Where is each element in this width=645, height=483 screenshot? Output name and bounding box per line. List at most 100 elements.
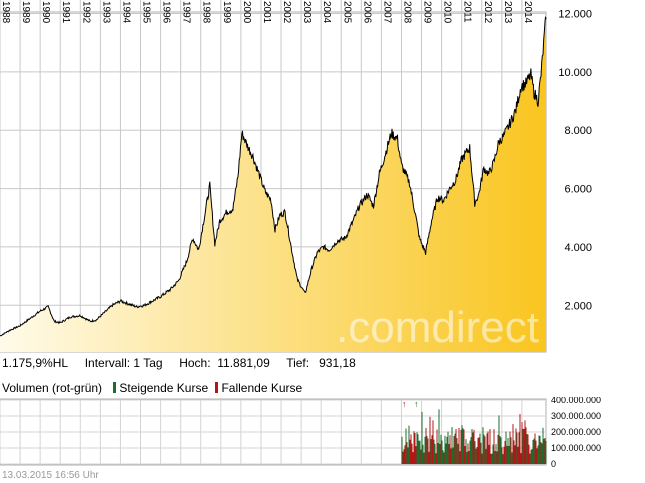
x-tick-label: 1990	[40, 1, 51, 24]
price-area	[0, 16, 546, 352]
volume-bar	[511, 452, 513, 464]
volume-bar	[411, 443, 413, 464]
volume-bar	[523, 428, 525, 464]
volume-bar	[404, 445, 406, 464]
volume-bar	[479, 433, 481, 464]
volume-bar	[434, 443, 436, 464]
volume-bar	[413, 431, 415, 464]
volume-bar	[500, 437, 502, 464]
volume-bar	[490, 453, 492, 464]
volume-bar	[527, 434, 529, 464]
volume-bar	[530, 449, 532, 464]
volume-bar	[522, 428, 524, 464]
rising-marker: ↑	[402, 399, 407, 409]
volume-bar	[401, 436, 403, 464]
high-value: 11.881,09	[217, 356, 270, 370]
volume-bar	[540, 442, 542, 464]
x-tick-label: 1996	[161, 1, 172, 24]
x-tick-label: 2014	[522, 1, 533, 24]
volume-bar	[430, 439, 432, 464]
volume-bar	[425, 428, 427, 464]
volume-bar	[508, 446, 510, 464]
volume-bar	[451, 427, 453, 464]
y-tick-label: 6.000	[564, 184, 592, 196]
volume-bar	[460, 429, 462, 464]
volume-bar	[537, 445, 539, 464]
volume-bar	[541, 443, 543, 464]
volume-bar	[412, 452, 414, 464]
volume-bar	[448, 444, 450, 464]
volume-bar	[415, 446, 417, 464]
volume-bar	[439, 444, 441, 464]
volume-bar	[521, 422, 523, 464]
volume-bar	[533, 438, 535, 464]
volume-bar	[493, 429, 495, 464]
rising-label: Steigende Kurse	[119, 381, 209, 395]
volume-bar	[410, 434, 412, 464]
volume-bar	[428, 451, 430, 464]
x-tick-label: 2005	[341, 1, 352, 24]
volume-bar	[445, 443, 447, 464]
volume-bar	[515, 428, 517, 464]
volume-bar	[405, 428, 407, 464]
timestamp: 13.03.2015 16:56 Uhr	[2, 470, 99, 481]
volume-bar	[471, 429, 473, 464]
volume-bar	[528, 444, 530, 464]
volume-bar	[414, 433, 416, 464]
volume-bar	[509, 431, 511, 464]
volume-bar	[403, 449, 405, 464]
volume-bar	[503, 446, 505, 464]
volume-bar	[418, 440, 420, 464]
x-tick-label: 1993	[100, 1, 111, 24]
volume-bar	[432, 420, 434, 464]
volume-bar	[489, 429, 491, 464]
volume-bar	[417, 434, 419, 464]
volume-bar	[538, 435, 540, 464]
x-tick-label: 1997	[181, 1, 192, 24]
price-chart: .comdirect 1988 1989 1990 1991 1992 1993 1994 1…	[0, 0, 592, 353]
volume-bar	[481, 453, 483, 464]
y-tick-label: 2.000	[564, 300, 592, 312]
volume-bar	[504, 440, 506, 464]
volume-bar	[416, 432, 418, 464]
volume-y-tick-labels: 400.000.000 300.000.000 200.000.000 100.000…	[551, 397, 601, 469]
x-tick-label: 2000	[241, 1, 252, 24]
volume-bar	[542, 427, 544, 464]
falling-label: Fallende Kurse	[221, 381, 303, 395]
volume-bar	[447, 431, 449, 464]
x-tick-label: 2004	[321, 1, 332, 24]
volume-bar	[406, 442, 408, 464]
price-line	[0, 16, 547, 337]
volume-bar	[438, 409, 440, 464]
volume-bar	[402, 451, 404, 464]
volume-bar	[435, 453, 437, 464]
volume-bar	[488, 444, 490, 464]
volume-bar	[436, 429, 438, 464]
volume-bar	[513, 440, 515, 464]
volume-bar	[422, 444, 424, 464]
volume-bar	[421, 411, 423, 464]
watermark: .comdirect	[336, 303, 539, 352]
y-tick-labels: 12.000 10.000 8.000 6.000 4.000 2.000	[558, 8, 592, 312]
x-tick-label: 2010	[442, 1, 453, 24]
volume-bar	[485, 448, 487, 464]
volume-bar	[427, 438, 429, 464]
volume-bar	[469, 440, 471, 464]
x-tick-label: 2013	[502, 1, 513, 24]
volume-bar	[487, 431, 489, 464]
volume-bar	[529, 453, 531, 464]
volume-bar	[433, 439, 435, 464]
volume-bar	[491, 453, 493, 464]
volume-bar	[458, 428, 460, 464]
volume-bar	[407, 447, 409, 464]
high-label: Hoch:	[179, 356, 211, 370]
volume-bar	[475, 448, 477, 464]
volume-bar	[424, 436, 426, 464]
volume-bar	[532, 440, 534, 464]
x-tick-label: 1988	[0, 1, 11, 24]
volume-bars	[401, 409, 547, 464]
x-tick-label: 1994	[120, 1, 131, 24]
x-tick-label: 2011	[462, 1, 473, 23]
low-value: 931,18	[319, 356, 356, 370]
stats-line: 1.175,9%HL Intervall: 1 Tag Hoch: 11.881…	[2, 356, 356, 370]
